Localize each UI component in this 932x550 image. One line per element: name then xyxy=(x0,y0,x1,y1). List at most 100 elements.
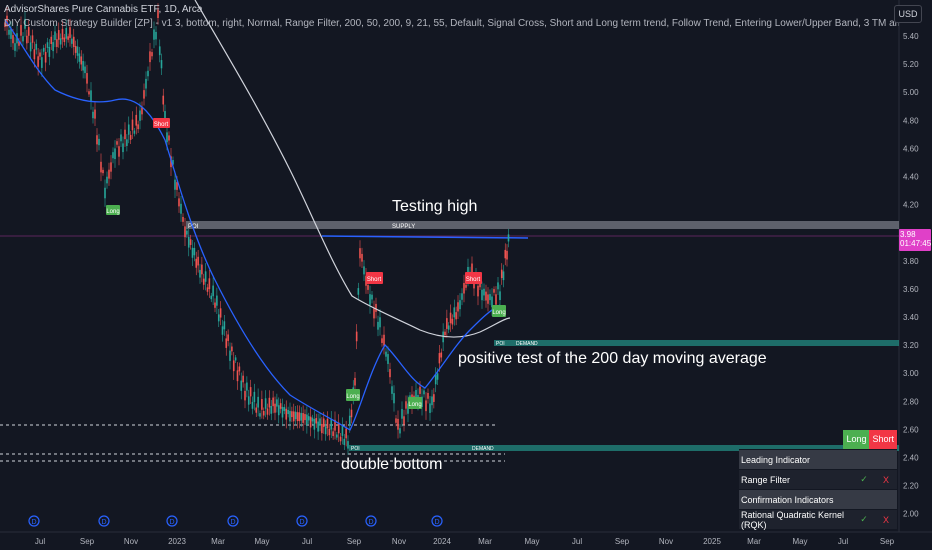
candle-body xyxy=(315,418,318,424)
candle-body xyxy=(397,418,399,430)
candle-body xyxy=(253,391,256,403)
candle-body xyxy=(294,411,297,420)
signal-long-3: Long xyxy=(408,397,422,409)
candle-body xyxy=(184,226,186,238)
candle-body xyxy=(88,91,90,95)
price-axis[interactable] xyxy=(899,0,932,532)
candle-body xyxy=(436,373,439,380)
candle-body xyxy=(108,169,110,179)
candle-body xyxy=(98,138,100,146)
candle-body xyxy=(129,134,132,140)
candle-body xyxy=(76,46,79,56)
time-tick-label: May xyxy=(524,537,539,546)
candle-body xyxy=(321,424,323,434)
candle-body xyxy=(249,387,252,397)
supply-zone xyxy=(186,221,899,229)
candle-body xyxy=(419,386,421,394)
candle-body xyxy=(300,413,303,421)
currency-button[interactable]: USD xyxy=(894,5,922,23)
candle-body xyxy=(298,412,301,422)
candle-body xyxy=(451,318,454,325)
candle-body xyxy=(309,416,312,428)
dividend-icon[interactable]: D xyxy=(28,515,40,527)
dividend-icon[interactable]: D xyxy=(365,515,377,527)
dividend-icon[interactable]: D xyxy=(227,515,239,527)
candle-body xyxy=(100,161,102,173)
candle-body xyxy=(257,396,259,408)
candle-body xyxy=(499,291,501,301)
candle-body xyxy=(361,253,363,262)
price-tick-label: 5.00 xyxy=(903,88,919,97)
candle-body xyxy=(287,409,289,415)
candle-body xyxy=(270,406,273,414)
time-tick-label: Sep xyxy=(615,537,630,546)
time-tick-label: Nov xyxy=(392,537,406,546)
candle-body xyxy=(506,250,508,260)
candle-body xyxy=(143,90,145,99)
candle-body xyxy=(493,289,495,293)
candle-body xyxy=(162,95,165,105)
candle-body xyxy=(189,239,192,245)
confirm-item-name: Rational Quadratic Kernel (RQK) xyxy=(741,509,845,530)
candle-body xyxy=(449,312,452,324)
candle-body xyxy=(367,284,369,290)
candle-body xyxy=(61,28,64,40)
svg-text:D: D xyxy=(368,519,373,526)
candle-body xyxy=(251,401,254,409)
time-tick-label: 2023 xyxy=(168,537,186,546)
time-tick-label: Mar xyxy=(478,537,492,546)
candle-body xyxy=(72,36,75,47)
candle-body xyxy=(74,45,77,53)
candle-body xyxy=(31,35,34,43)
candle-body xyxy=(497,282,499,290)
candle-body xyxy=(313,419,316,430)
signal-long-3-label: Long xyxy=(408,402,421,408)
signal-short-1: Short xyxy=(153,118,170,128)
check-icon: ✓ xyxy=(860,474,868,484)
candle-body xyxy=(261,399,263,410)
candle-body xyxy=(324,426,327,435)
candle-body xyxy=(431,396,433,406)
candle-body xyxy=(276,399,278,407)
candle-body xyxy=(149,51,151,63)
candle-body xyxy=(37,56,39,67)
candle-body xyxy=(446,318,448,329)
candle-body xyxy=(67,36,69,40)
candle-body xyxy=(463,282,465,294)
dividend-icon[interactable]: D xyxy=(166,515,178,527)
candle-body xyxy=(137,124,139,130)
candle-body xyxy=(20,24,22,36)
candle-body xyxy=(174,179,176,190)
signal-short-3: Short xyxy=(465,272,482,284)
candle-body xyxy=(391,386,393,394)
candle-body xyxy=(46,42,49,48)
candle-body xyxy=(319,418,321,426)
candle-body xyxy=(438,353,441,364)
table-section-leading: Leading Indicator xyxy=(739,450,897,470)
candle-body xyxy=(247,396,250,405)
candle-body xyxy=(178,198,180,207)
candle-body xyxy=(246,382,248,391)
dividend-icon[interactable]: D xyxy=(98,515,110,527)
candle-body xyxy=(172,160,174,165)
signal-short-1-label: Short xyxy=(154,122,169,128)
symbol-title[interactable]: AdvisorShares Pure Cannabis ETF, 1D, Arc… xyxy=(4,4,203,15)
demand-zone-upper xyxy=(494,340,899,346)
candle-body xyxy=(274,403,276,413)
x-icon: X xyxy=(882,474,889,485)
candle-body xyxy=(141,107,143,115)
dividend-icon[interactable]: D xyxy=(296,515,308,527)
candle-body xyxy=(201,264,203,275)
candle-body xyxy=(415,389,417,400)
signal-long-1-label: Long xyxy=(106,209,119,215)
candle-body xyxy=(311,417,314,422)
table-row: Range Filter ✓ X xyxy=(739,470,897,490)
dividend-icon[interactable]: D xyxy=(431,515,443,527)
candle-body xyxy=(259,413,261,417)
candle-body xyxy=(18,41,20,46)
price-tick-label: 3.40 xyxy=(903,313,919,322)
indicator-legend[interactable]: DIY Custom Strategy Builder [ZP] - v1 3,… xyxy=(4,18,899,29)
table-header: Long Short xyxy=(739,430,897,450)
